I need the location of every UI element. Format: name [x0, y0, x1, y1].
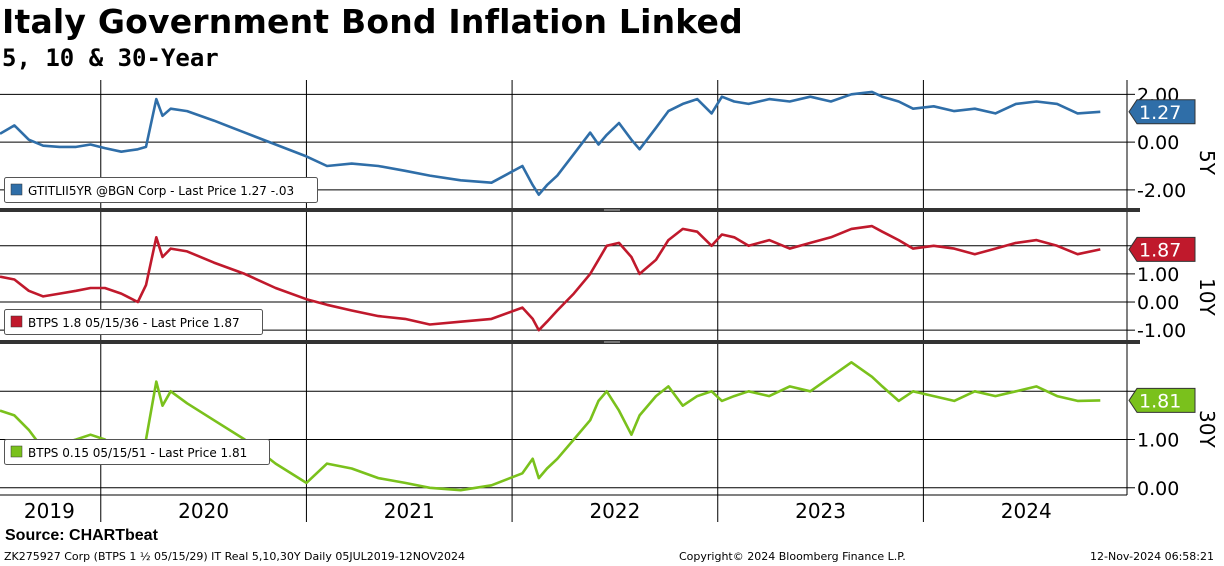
- panel-30y: 1.00 0.00 1.81 30Y BTPS 0.15 05/15/51 - Last…: [0, 361, 1219, 500]
- x-tick-label: 2020: [178, 499, 229, 523]
- x-tick-label: 2024: [1001, 499, 1052, 523]
- y-tick-label: -1.00: [1137, 320, 1186, 342]
- panel-axis-label: 10Y: [1195, 278, 1219, 316]
- legend-label: BTPS 0.15 05/15/51 - Last Price 1.81: [28, 446, 247, 460]
- y-tick-label: 1.00: [1137, 264, 1179, 286]
- last-price-badge: [1128, 99, 1196, 125]
- y-tick-label: 0.00: [1137, 132, 1179, 154]
- x-tick-label: 2023: [795, 499, 846, 523]
- y-tick-label: 0.00: [1137, 478, 1179, 500]
- last-price-badge: [1128, 387, 1196, 413]
- x-tick-label: 2022: [589, 499, 640, 523]
- chart-subtitle: 5, 10 & 30-Year: [2, 44, 219, 72]
- last-price-label: 1.81: [1139, 390, 1181, 412]
- y-tick-label: -2.00: [1137, 180, 1186, 202]
- series-line-5y: [0, 90, 1101, 196]
- legend-swatch: [10, 183, 23, 196]
- legend-box: [4, 309, 263, 335]
- last-price-badge: [1128, 236, 1196, 262]
- source-label: Source: CHARTbeat: [5, 527, 158, 544]
- panel-axis-label: 30Y: [1195, 410, 1219, 448]
- panel-separator: [0, 208, 1140, 212]
- legend-box: [4, 177, 318, 203]
- last-price-label: 1.27: [1139, 102, 1181, 124]
- legend-label: BTPS 1.8 05/15/36 - Last Price 1.87: [28, 316, 240, 330]
- panel-separator: [0, 340, 1140, 344]
- last-price-label: 1.87: [1139, 239, 1181, 261]
- y-tick-label: 1.00: [1137, 430, 1179, 452]
- footer-timestamp: 12-Nov-2024 06:58:21: [1090, 550, 1215, 563]
- legend-label: GTITLII5YR @BGN Corp - Last Price 1.27 -…: [28, 184, 294, 198]
- legend-swatch: [10, 315, 23, 328]
- x-tick-label: 2019: [24, 499, 75, 523]
- legend-swatch: [10, 445, 23, 458]
- footer-security-info: ZK275927 Corp (BTPS 1 ½ 05/15/29) IT Rea…: [4, 550, 465, 563]
- series-line-30y: [0, 361, 1101, 492]
- panel-10y: 1.00 0.00 -1.00 1.87 10Y BTPS 1.8 05/15/36 - …: [0, 224, 1219, 342]
- x-tick-label: 2021: [384, 499, 435, 523]
- chart-title: Italy Government Bond Inflation Linked: [2, 2, 743, 41]
- panel-axis-label: 5Y: [1195, 150, 1219, 176]
- legend-box: [4, 439, 270, 465]
- footer-copyright: Copyright© 2024 Bloomberg Finance L.P.: [679, 550, 906, 563]
- y-tick-label: 0.00: [1137, 292, 1179, 314]
- series-line-10y: [0, 224, 1101, 332]
